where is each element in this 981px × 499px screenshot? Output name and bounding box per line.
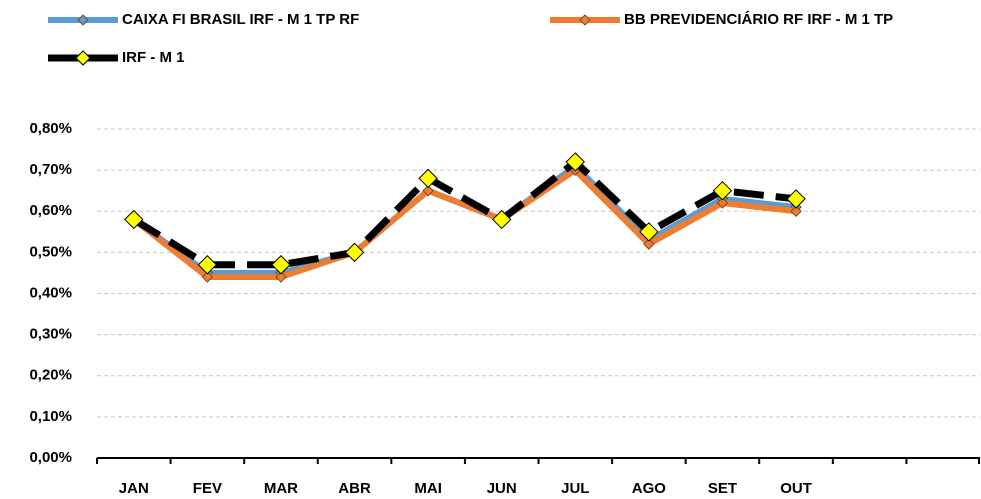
marker [565, 152, 585, 172]
marker [639, 222, 659, 242]
marker [418, 168, 438, 189]
marker [422, 184, 434, 197]
marker [712, 180, 733, 201]
y-tick-label: 0,80% [29, 120, 72, 137]
series-line [131, 167, 797, 281]
marker [643, 238, 655, 250]
y-tick-label: 0,00% [29, 449, 72, 466]
marker [344, 242, 365, 263]
y-tick-label: 0,50% [29, 243, 72, 260]
marker [790, 205, 802, 217]
legend-label: BB PREVIDENCIÁRIO RF IRF - M 1 TP [624, 11, 893, 28]
y-tick-label: 0,60% [29, 202, 72, 219]
legend-marker [579, 14, 591, 26]
y-tick-label: 0,30% [29, 326, 72, 343]
marker [716, 197, 729, 209]
series-line [131, 158, 797, 269]
x-tick-label: SET [708, 480, 737, 497]
marker [271, 255, 291, 275]
legend-marker [77, 14, 89, 26]
x-tick-label: JUL [561, 480, 589, 497]
x-tick-label: ABR [338, 480, 371, 497]
marker [786, 189, 806, 209]
marker [124, 209, 144, 230]
legend-label: CAIXA FI BRASIL IRF - M 1 TP RF [122, 11, 359, 28]
y-tick-label: 0,20% [29, 367, 72, 384]
x-tick-label: JUN [487, 480, 517, 497]
y-tick-label: 0,70% [29, 161, 72, 178]
marker [275, 271, 287, 283]
x-tick-label: OUT [780, 480, 812, 497]
y-tick-label: 0,40% [29, 284, 72, 301]
marker [201, 271, 214, 283]
x-tick-label: AGO [632, 480, 667, 497]
legend-marker [75, 50, 91, 66]
marker [492, 209, 512, 230]
y-tick-label: 0,10% [29, 408, 72, 425]
x-tick-label: FEV [193, 480, 222, 497]
marker [197, 255, 218, 275]
x-tick-label: MAI [414, 480, 442, 497]
x-tick-label: MAR [264, 480, 298, 497]
x-tick-label: JAN [119, 480, 149, 497]
legend-label: IRF - M 1 [122, 49, 185, 66]
